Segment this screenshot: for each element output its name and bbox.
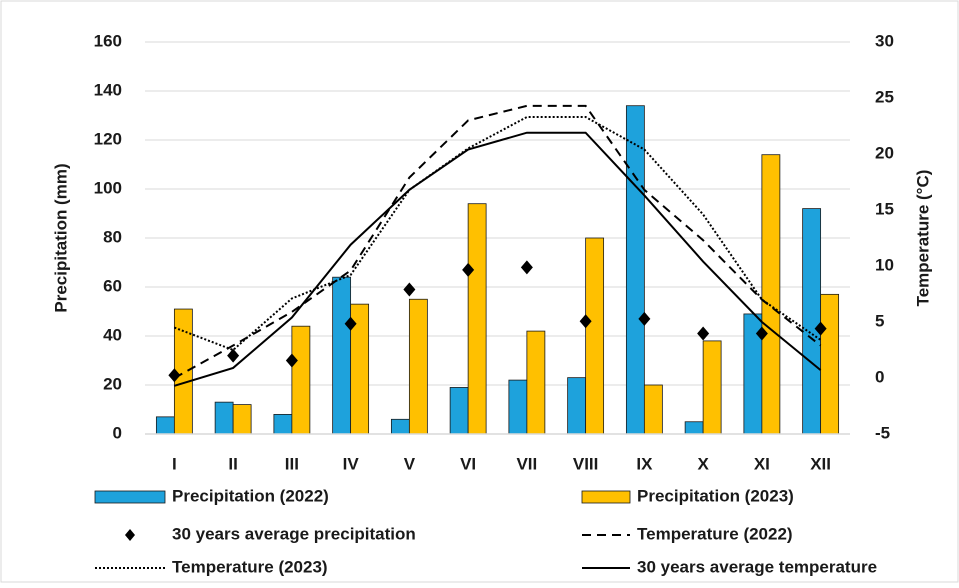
- bar: [585, 237, 605, 435]
- marker: [638, 311, 651, 326]
- y-tick-label: 160: [94, 31, 122, 50]
- x-tick-label: XII: [810, 454, 831, 473]
- legend-label: Temperature (2022): [637, 524, 793, 543]
- legend-swatch: [125, 529, 135, 541]
- legend-swatch: [94, 490, 166, 504]
- marker: [814, 321, 827, 336]
- bar: [273, 413, 293, 435]
- y2-tick-label: 10: [875, 255, 894, 274]
- bar: [214, 401, 234, 435]
- bar: [702, 340, 722, 435]
- y2-tick-label: 0: [875, 367, 884, 386]
- legend-label: Precipitation (2023): [637, 486, 794, 505]
- x-tick-label: IV: [343, 454, 360, 473]
- x-tick-label: X: [697, 454, 709, 473]
- y-axis-label: Precipitation (mm): [51, 163, 70, 312]
- marker: [579, 314, 592, 329]
- y-tick-label: 40: [103, 325, 122, 344]
- bar: [332, 276, 352, 435]
- bar: [526, 330, 546, 435]
- marker: [168, 368, 181, 383]
- marker: [227, 348, 240, 363]
- y-tick-label: 140: [94, 80, 122, 99]
- line: [174, 116, 822, 352]
- line: [174, 131, 822, 387]
- y2-tick-label: 5: [875, 311, 884, 330]
- legend-label: Temperature (2023): [172, 557, 328, 576]
- y-tick-label: 60: [103, 276, 122, 295]
- y2-tick-label: 20: [875, 143, 894, 162]
- bar: [567, 377, 587, 435]
- bar: [408, 298, 428, 435]
- y-tick-label: 20: [103, 374, 122, 393]
- x-tick-label: IX: [636, 454, 653, 473]
- marker: [344, 316, 357, 331]
- y2-tick-label: 15: [875, 199, 894, 218]
- bar: [625, 105, 645, 435]
- bar: [291, 325, 311, 435]
- y2-tick-label: 30: [875, 31, 894, 50]
- x-tick-label: VII: [516, 454, 537, 473]
- y-tick-label: 80: [103, 227, 122, 246]
- x-tick-label: III: [285, 454, 299, 473]
- legend-label: Precipitation (2022): [172, 486, 329, 505]
- bar: [467, 203, 487, 435]
- bar: [155, 416, 175, 435]
- bar: [820, 293, 840, 435]
- x-tick-label: V: [404, 454, 416, 473]
- bar: [802, 208, 822, 435]
- x-tick-label: VI: [460, 454, 476, 473]
- y2-tick-label: -5: [875, 423, 890, 442]
- x-tick-label: II: [228, 454, 237, 473]
- legend-swatch: [581, 490, 631, 504]
- y2-axis-label: Temperature (°C): [913, 170, 932, 307]
- bar: [643, 384, 663, 435]
- x-tick-label: I: [172, 454, 177, 473]
- y-tick-label: 120: [94, 129, 122, 148]
- legend-label: 30 years average temperature: [637, 557, 877, 576]
- line: [173, 104, 822, 379]
- marker: [285, 353, 298, 368]
- x-tick-label: XI: [754, 454, 770, 473]
- marker: [403, 282, 416, 297]
- bar: [761, 154, 781, 435]
- marker: [697, 326, 710, 341]
- bar: [508, 379, 528, 435]
- bar: [232, 404, 252, 435]
- legend-label: 30 years average precipitation: [172, 524, 416, 543]
- marker: [755, 326, 768, 341]
- bar: [390, 418, 410, 435]
- x-tick-label: VIII: [573, 454, 599, 473]
- y2-tick-label: 25: [875, 87, 894, 106]
- marker: [462, 262, 475, 277]
- y-tick-label: 100: [94, 178, 122, 197]
- marker: [520, 260, 533, 275]
- bar: [449, 387, 469, 435]
- bar: [684, 421, 704, 435]
- y-tick-label: 0: [113, 423, 122, 442]
